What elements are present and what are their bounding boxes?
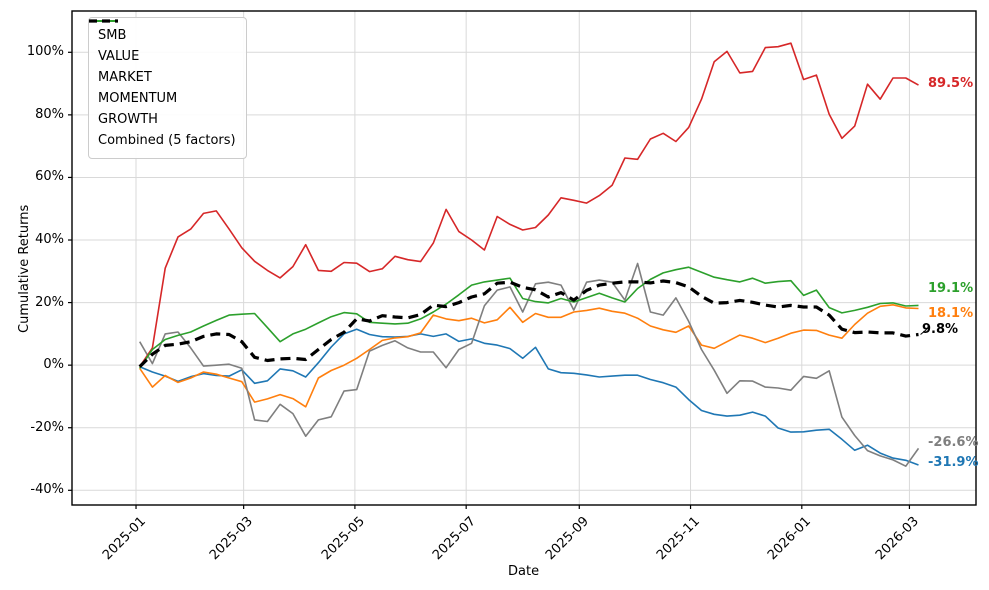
legend-item-growth: GROWTH	[89, 20, 236, 130]
legend-item-momentum: MOMENTUM	[89, 20, 236, 109]
y-tick-label: 100%	[26, 44, 64, 60]
legend: SMB VALUE MARKET MOMENTUM GROWTH Combined (5 …	[88, 17, 247, 159]
y-tick-label: -40%	[30, 482, 64, 498]
y-tick-label: -20%	[30, 419, 64, 435]
end-label-smb: -31.9%	[928, 454, 979, 470]
combined-label-leader	[920, 329, 927, 335]
plot-border	[71, 10, 977, 506]
legend-item-market: MARKET	[89, 20, 236, 88]
series-line-market	[139, 262, 920, 468]
legend-label: SMB	[98, 28, 127, 43]
legend-label: MOMENTUM	[98, 91, 178, 106]
series-line-momentum	[139, 42, 919, 368]
series-line-growth	[139, 266, 919, 369]
legend-item-value: VALUE	[89, 20, 236, 67]
legend-label: VALUE	[98, 49, 140, 64]
legend-line-swatch	[89, 19, 118, 23]
legend-item-smb: SMB	[89, 20, 236, 46]
y-tick-label: 40%	[35, 232, 64, 247]
end-label-momentum: 89.5%	[928, 76, 974, 92]
end-label-combined-5-factors-: 9.8%	[922, 322, 959, 338]
end-label-market: -26.6%	[928, 435, 979, 451]
x-axis-title: Date	[508, 564, 540, 579]
y-tick-label: 20%	[35, 294, 64, 310]
end-label-growth: 19.1%	[928, 281, 974, 297]
y-tick-label: 80%	[35, 106, 64, 122]
series-line-combined-5-factors-	[138, 279, 919, 368]
series-line-value	[139, 303, 919, 408]
legend-label: GROWTH	[98, 112, 158, 127]
end-label-value: 18.1%	[928, 305, 974, 321]
legend-label: MARKET	[98, 70, 152, 85]
series-line-smb	[139, 328, 919, 466]
legend-item-combined-5-factors-: Combined (5 factors)	[89, 19, 236, 151]
legend-label: Combined (5 factors)	[98, 133, 236, 148]
y-axis-title: Cumulative Returns	[17, 204, 32, 333]
y-tick-label: 60%	[35, 169, 64, 185]
y-tick-label: 0%	[43, 357, 64, 373]
